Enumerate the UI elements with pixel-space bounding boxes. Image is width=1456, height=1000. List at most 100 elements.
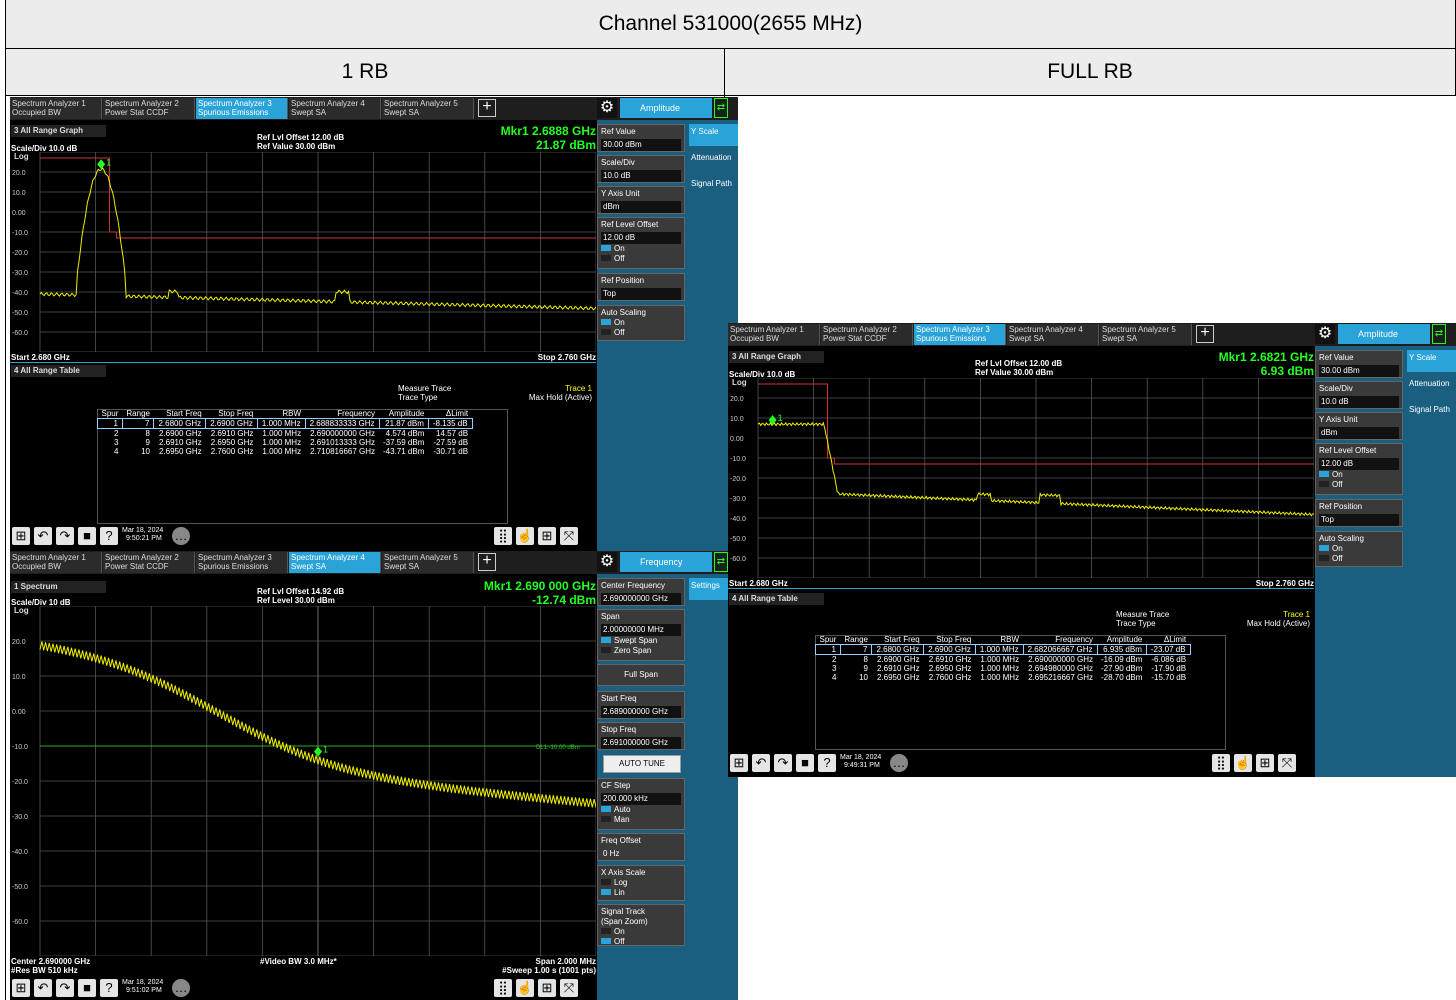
tab-analyzer-4[interactable]: Spectrum Analyzer 4 Swept SA [1007, 324, 1099, 345]
gear-icon[interactable]: ⚙ [1315, 324, 1335, 344]
ref-level-offset-key[interactable]: Ref Level Offset 12.00 dB On Off [1315, 443, 1403, 495]
tab-analyzer-3[interactable]: Spectrum Analyzer 3 Spurious Emissions [196, 98, 288, 119]
tab-analyzer-1[interactable]: Spectrum Analyzer 1 Occupied BW [10, 552, 102, 573]
menu-title[interactable]: Frequency [620, 552, 712, 572]
ref-position-key[interactable]: Ref Position Top [1315, 499, 1403, 527]
menu-title[interactable]: Amplitude [1338, 324, 1430, 344]
auto-scaling-key[interactable]: Auto Scaling On Off [597, 305, 685, 341]
tab-signal-path[interactable]: Signal Path [689, 176, 738, 198]
auto-tune-button[interactable]: AUTO TUNE [603, 755, 681, 773]
tab-analyzer-3[interactable]: Spectrum Analyzer 3 Spurious Emissions [914, 324, 1006, 345]
window-grid-icon[interactable]: ⊞ [538, 527, 556, 545]
tab-analyzer-2[interactable]: Spectrum Analyzer 2 Power Stat CCDF [821, 324, 913, 345]
tab-y-scale[interactable]: Y Scale [689, 124, 738, 146]
windows-icon[interactable]: ⊞ [730, 754, 748, 772]
table-row[interactable]: 3 9 2.6910 GHz 2.6950 GHz 1.000 MHz 2.6910133… [98, 438, 473, 447]
tab-analyzer-4[interactable]: Spectrum Analyzer 4 Swept SA [289, 98, 381, 119]
ref-value-key[interactable]: Ref Value 30.00 dBm [597, 124, 685, 152]
table-row[interactable]: 4 10 2.6950 GHz 2.7600 GHz 1.000 MHz 2.695216… [816, 673, 1191, 682]
touch-icon[interactable]: ☝ [516, 979, 534, 997]
auto-scaling-key[interactable]: Auto Scaling On Off [1315, 531, 1403, 567]
y-axis-unit-key[interactable]: Y Axis Unit dBm [1315, 412, 1403, 440]
tab-attenuation[interactable]: Attenuation [1407, 376, 1456, 398]
table-row[interactable]: 1 7 2.6800 GHz 2.6900 GHz 1.000 MHz 2.6820666… [815, 644, 1191, 655]
tab-y-scale[interactable]: Y Scale [1407, 350, 1456, 372]
tab-attenuation[interactable]: Attenuation [689, 150, 738, 172]
window-grid-icon[interactable]: ⊞ [538, 979, 556, 997]
add-tab-icon[interactable]: + [1196, 325, 1214, 343]
tab-analyzer-4[interactable]: Spectrum Analyzer 4 Swept SA [289, 552, 381, 573]
maximize-icon[interactable]: ⤧ [560, 979, 578, 997]
undo-icon[interactable]: ↶ [34, 979, 52, 997]
graph-window-title[interactable]: 1 Spectrum [11, 581, 106, 593]
add-tab-icon[interactable]: + [478, 553, 496, 571]
chat-icon[interactable]: … [172, 527, 190, 545]
tab-bar: Spectrum Analyzer 1 Occupied BW Spectrum … [728, 323, 1456, 346]
graph-window-title[interactable]: 3 All Range Graph [729, 351, 824, 363]
tab-analyzer-1[interactable]: Spectrum Analyzer 1 Occupied BW [728, 324, 820, 345]
keypad-icon[interactable]: ⣿ [1212, 754, 1230, 772]
keypad-icon[interactable]: ⣿ [494, 527, 512, 545]
gear-icon[interactable]: ⚙ [597, 98, 617, 118]
help-icon[interactable]: ? [818, 754, 836, 772]
tab-settings[interactable]: Settings [689, 578, 738, 600]
graph-window-title[interactable]: 3 All Range Graph [11, 125, 106, 137]
chat-icon[interactable]: … [172, 979, 190, 997]
windows-icon[interactable]: ⊞ [12, 527, 30, 545]
center-frequency-key[interactable]: Center Frequency 2.690000000 GHz [597, 578, 685, 606]
x-axis-scale-key[interactable]: X Axis Scale Log Lin [597, 865, 685, 901]
freq-offset-key[interactable]: Freq Offset 0 Hz [597, 833, 685, 861]
table-row[interactable]: 1 7 2.6800 GHz 2.6900 GHz 1.000 MHz 2.6888333… [97, 418, 473, 429]
full-span-button[interactable]: Full Span [597, 664, 685, 686]
scale-div-key[interactable]: Scale/Div 10.0 dB [1315, 381, 1403, 409]
ref-position-key[interactable]: Ref Position Top [597, 273, 685, 301]
file-icon[interactable]: ■ [78, 979, 96, 997]
touch-icon[interactable]: ☝ [516, 527, 534, 545]
file-icon[interactable]: ■ [796, 754, 814, 772]
tab-analyzer-5[interactable]: Spectrum Analyzer 5 Swept SA [1100, 324, 1192, 345]
maximize-icon[interactable]: ⤧ [560, 527, 578, 545]
window-layout-icon[interactable]: ⇄ [1432, 324, 1446, 344]
redo-icon[interactable]: ↷ [774, 754, 792, 772]
undo-icon[interactable]: ↶ [34, 527, 52, 545]
table-row[interactable]: 3 9 2.6910 GHz 2.6950 GHz 1.000 MHz 2.6949800… [816, 664, 1191, 673]
start-freq-key[interactable]: Start Freq 2.689000000 GHz [597, 691, 685, 719]
stop-freq-key[interactable]: Stop Freq 2.691000000 GHz [597, 722, 685, 750]
scale-div-key[interactable]: Scale/Div 10.0 dB [597, 155, 685, 183]
span-key[interactable]: Span 2.00000000 MHz Swept Span Zero Span [597, 609, 685, 661]
table-row[interactable]: 4 10 2.6950 GHz 2.7600 GHz 1.000 MHz 2.710816… [98, 447, 473, 456]
touch-icon[interactable]: ☝ [1234, 754, 1252, 772]
table-row[interactable]: 2 8 2.6900 GHz 2.6910 GHz 1.000 MHz 2.6900000… [816, 655, 1191, 664]
menu-title[interactable]: Amplitude [620, 98, 712, 118]
window-grid-icon[interactable]: ⊞ [1256, 754, 1274, 772]
tab-analyzer-3[interactable]: Spectrum Analyzer 3 Spurious Emissions [196, 552, 288, 573]
tab-analyzer-2[interactable]: Spectrum Analyzer 2 Power Stat CCDF [103, 98, 195, 119]
ref-level-offset-key[interactable]: Ref Level Offset 12.00 dB On Off [597, 217, 685, 269]
file-icon[interactable]: ■ [78, 527, 96, 545]
redo-icon[interactable]: ↷ [56, 527, 74, 545]
tab-signal-path[interactable]: Signal Path [1407, 402, 1456, 424]
window-layout-icon[interactable]: ⇄ [714, 98, 728, 118]
tab-analyzer-5[interactable]: Spectrum Analyzer 5 Swept SA [382, 98, 474, 119]
ref-value-key[interactable]: Ref Value 30.00 dBm [1315, 350, 1403, 378]
keypad-icon[interactable]: ⣿ [494, 979, 512, 997]
y-axis-unit-key[interactable]: Y Axis Unit dBm [597, 186, 685, 214]
help-icon[interactable]: ? [100, 527, 118, 545]
tab-analyzer-1[interactable]: Spectrum Analyzer 1 Occupied BW [10, 98, 102, 119]
window-layout-icon[interactable]: ⇄ [714, 552, 728, 572]
table-window-title[interactable]: 4 All Range Table [729, 593, 824, 605]
table-row[interactable]: 2 8 2.6900 GHz 2.6910 GHz 1.000 MHz 2.6900000… [98, 429, 473, 438]
cf-step-key[interactable]: CF Step 200.000 kHz Auto Man [597, 778, 685, 830]
signal-track-key[interactable]: Signal Track (Span Zoom) On Off [597, 904, 685, 946]
undo-icon[interactable]: ↶ [752, 754, 770, 772]
maximize-icon[interactable]: ⤧ [1278, 754, 1296, 772]
chat-icon[interactable]: … [890, 754, 908, 772]
add-tab-icon[interactable]: + [478, 99, 496, 117]
tab-analyzer-2[interactable]: Spectrum Analyzer 2 Power Stat CCDF [103, 552, 195, 573]
tab-analyzer-5[interactable]: Spectrum Analyzer 5 Swept SA [382, 552, 474, 573]
help-icon[interactable]: ? [100, 979, 118, 997]
table-window-title[interactable]: 4 All Range Table [11, 365, 106, 377]
gear-icon[interactable]: ⚙ [597, 552, 617, 572]
redo-icon[interactable]: ↷ [56, 979, 74, 997]
windows-icon[interactable]: ⊞ [12, 979, 30, 997]
